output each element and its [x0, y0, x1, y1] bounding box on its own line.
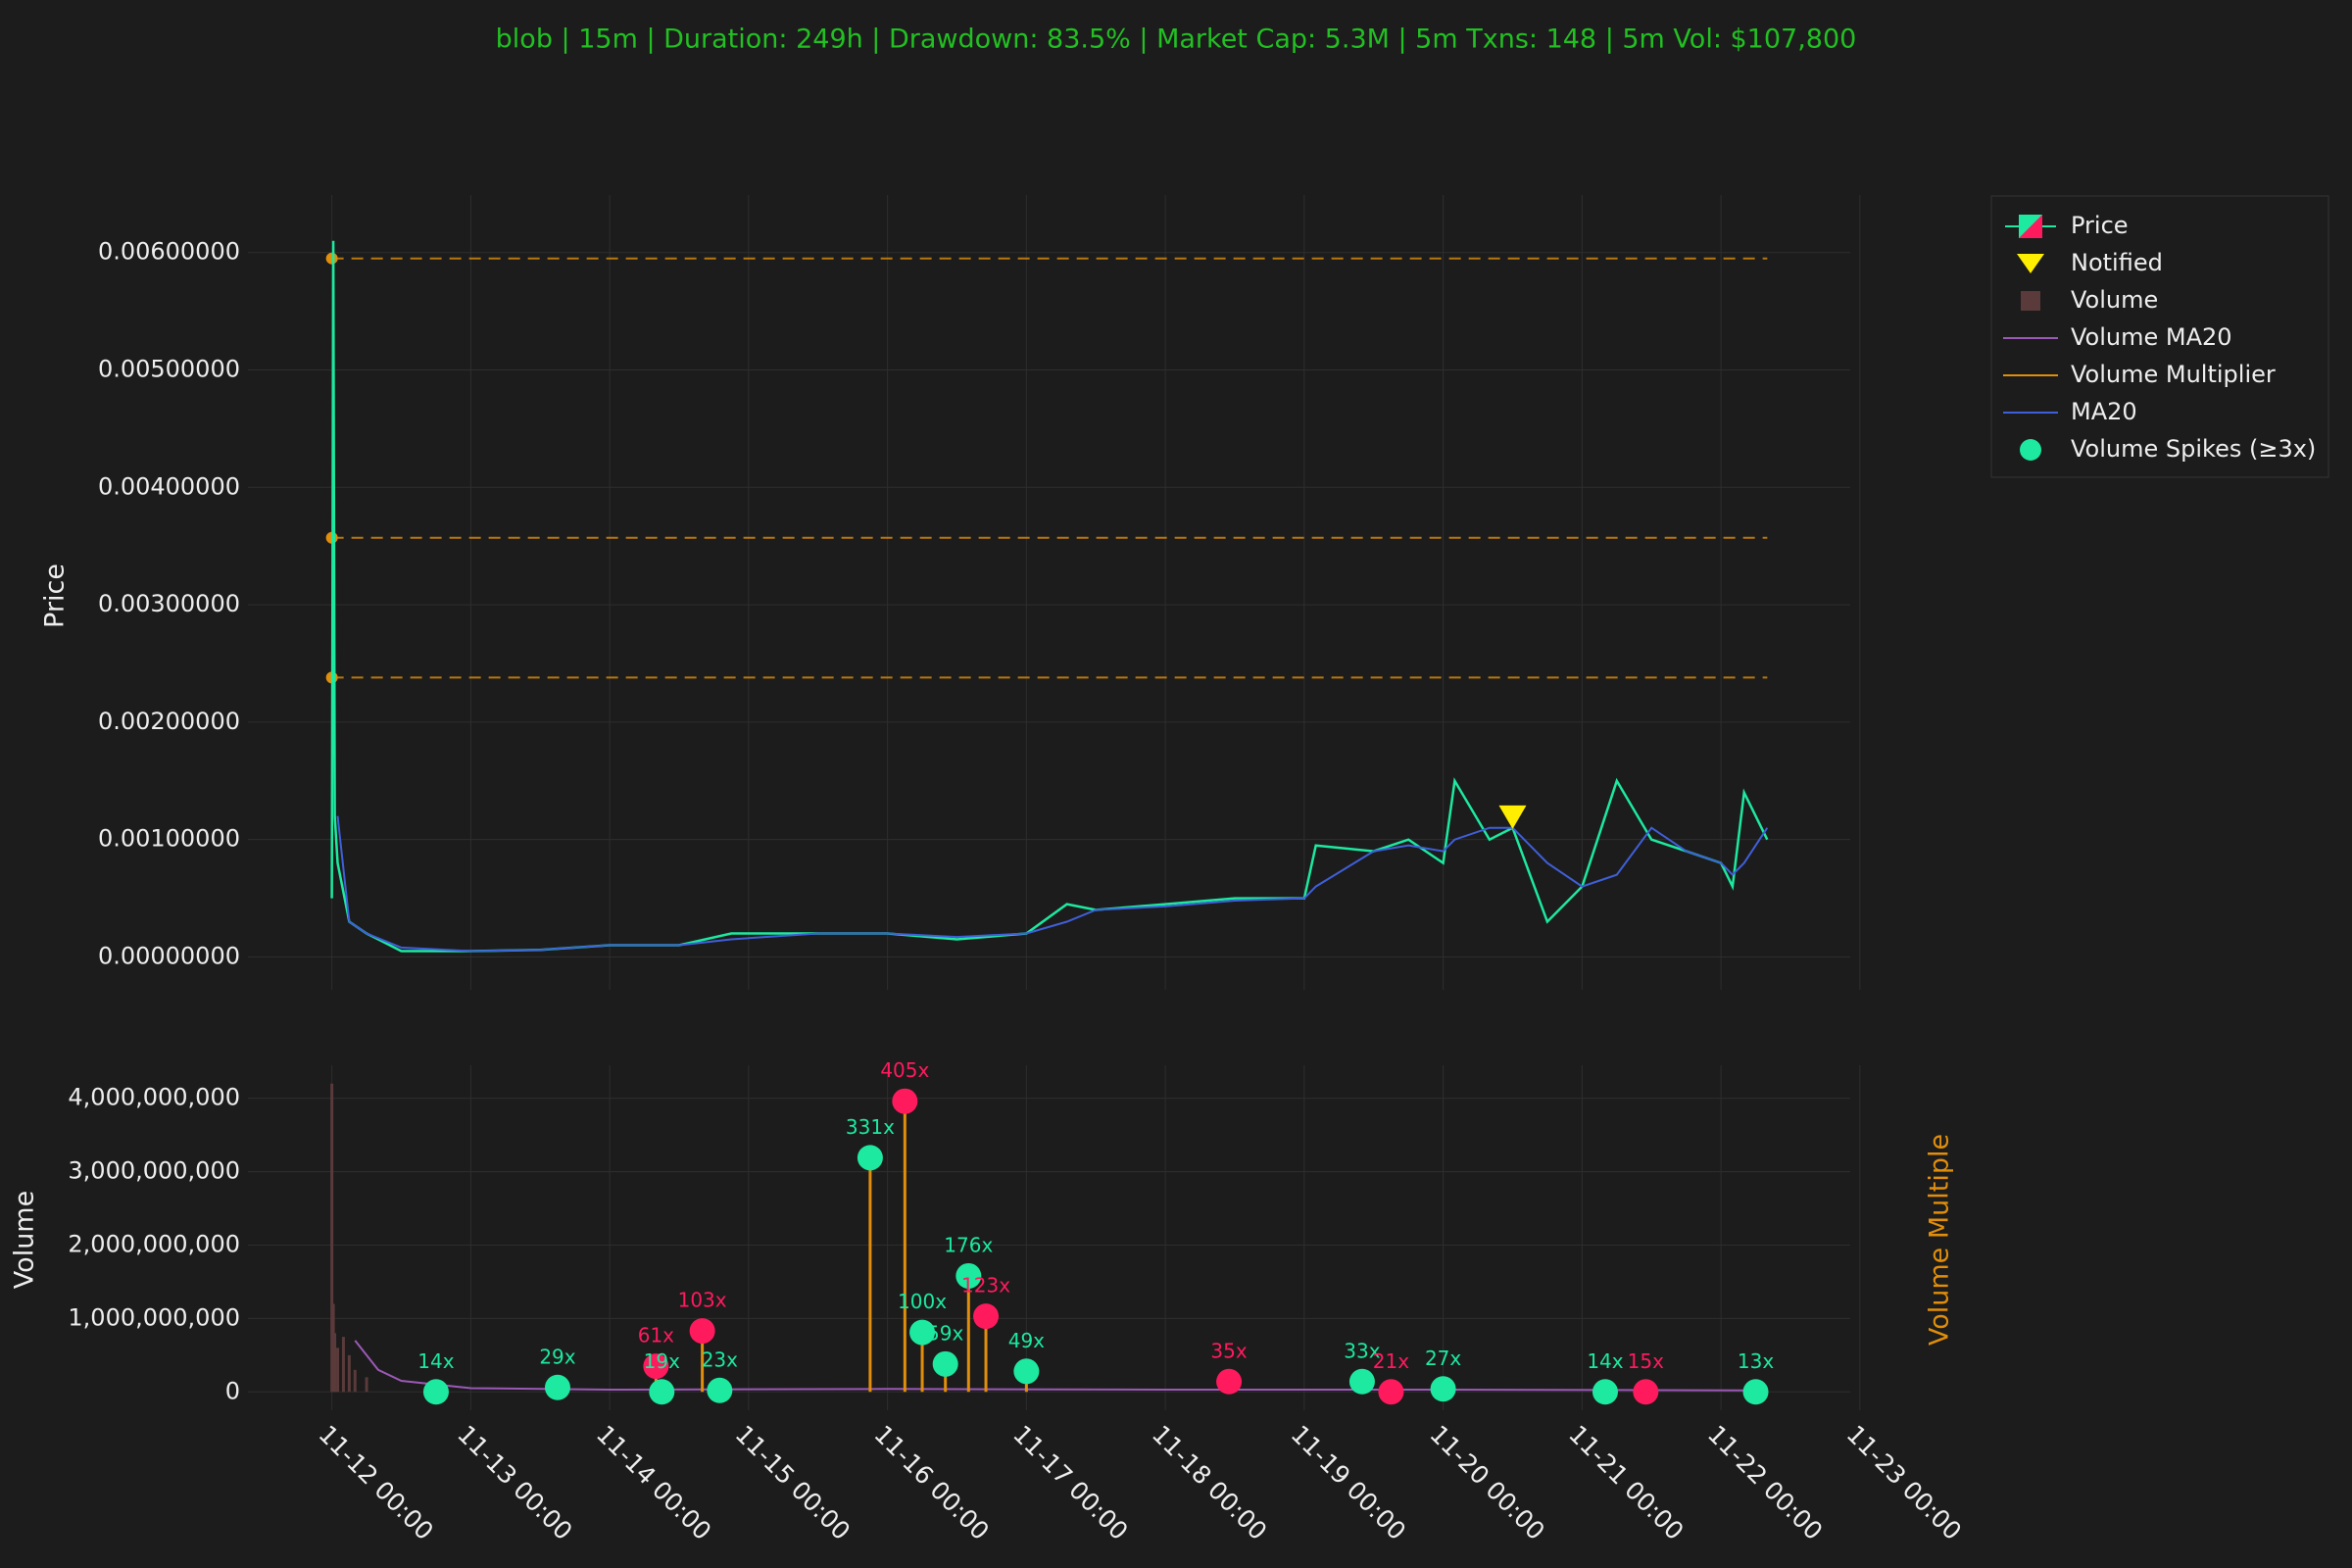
spike-dot: [909, 1319, 936, 1346]
spike-label: 59x: [927, 1321, 963, 1345]
volume-bar: [341, 1337, 345, 1393]
spike-label: 14x: [1587, 1349, 1623, 1373]
legend-swatch: [2017, 254, 2044, 273]
volume-bar: [330, 1083, 334, 1393]
y-axis-label: Price: [40, 564, 71, 628]
spike-dot: [932, 1350, 958, 1377]
y-tick-label: 1,000,000,000: [68, 1303, 240, 1331]
spike-dot: [544, 1374, 570, 1400]
y2-axis-label: Volume Multiple: [1925, 1134, 1955, 1346]
y-axis-label: Volume: [10, 1191, 40, 1289]
spike-label: 23x: [702, 1348, 738, 1371]
spike-label: 405x: [880, 1058, 929, 1082]
spike-dot: [1013, 1358, 1040, 1385]
spike-label: 49x: [1008, 1329, 1045, 1352]
y-tick-label: 3,000,000,000: [68, 1157, 240, 1185]
y-tick-label: 0.00000000: [98, 942, 240, 969]
spike-dot: [422, 1379, 449, 1405]
legend-label: Volume Multiplier: [2071, 361, 2276, 388]
legend-label: Notified: [2071, 249, 2163, 276]
spike-label: 19x: [644, 1349, 680, 1373]
spike-dot: [643, 1353, 669, 1380]
spike-label: 15x: [1628, 1349, 1664, 1373]
spike-dot: [956, 1262, 982, 1289]
spike-dot: [1216, 1368, 1243, 1395]
spike-dot: [1348, 1368, 1375, 1395]
legend-label: Price: [2071, 212, 2129, 239]
volume-bar: [347, 1354, 351, 1393]
spike-label: 61x: [638, 1324, 674, 1348]
spike-dot: [649, 1379, 675, 1405]
y-tick-label: 0.00300000: [98, 590, 240, 617]
spike-label: 176x: [944, 1233, 993, 1256]
legend-box: [1990, 195, 2329, 478]
spike-dot: [1592, 1379, 1618, 1405]
legend-swatch: [2019, 215, 2042, 238]
legend-label: Volume MA20: [2071, 323, 2232, 351]
level-dot: [325, 252, 338, 265]
spike-label: 331x: [846, 1115, 895, 1139]
legend-label: Volume Spikes (≥3x): [2071, 435, 2316, 463]
spike-label: 103x: [678, 1289, 727, 1312]
spike-label: 21x: [1373, 1349, 1409, 1373]
y-tick-label: 0.00200000: [98, 708, 240, 735]
spike-label: 29x: [539, 1345, 575, 1368]
volume-bar: [365, 1377, 368, 1393]
spike-dot: [1430, 1376, 1456, 1402]
spike-label: 14x: [417, 1349, 454, 1373]
ma-line: [336, 815, 1769, 953]
legend-swatch: [2020, 439, 2041, 461]
y-tick-label: 0.00600000: [98, 238, 240, 266]
volume-ma-line: [354, 1340, 1768, 1392]
notified-marker: [1498, 805, 1527, 829]
spike-label: 35x: [1210, 1339, 1247, 1362]
spike-dot: [689, 1318, 715, 1345]
spike-dot: [1633, 1379, 1659, 1405]
legend-label: Volume: [2071, 286, 2158, 314]
y-tick-label: 0.00500000: [98, 355, 240, 382]
spike-label: 13x: [1738, 1349, 1774, 1373]
spike-dot: [973, 1303, 1000, 1330]
spike-label: 123x: [961, 1274, 1010, 1298]
volume-bar: [336, 1348, 340, 1393]
legend-label: MA20: [2071, 398, 2137, 425]
spike-label: 33x: [1344, 1339, 1380, 1362]
spike-label: 27x: [1425, 1347, 1461, 1370]
volume-bar: [333, 1333, 337, 1393]
y-tick-label: 4,000,000,000: [68, 1084, 240, 1111]
spike-dot: [892, 1088, 918, 1114]
spike-label: 100x: [898, 1290, 947, 1313]
y-tick-label: 0.00100000: [98, 825, 240, 853]
y-tick-label: 0: [225, 1377, 240, 1404]
spike-dot: [857, 1145, 883, 1171]
spike-dot: [1742, 1379, 1769, 1405]
spike-dot: [707, 1377, 733, 1403]
y-tick-label: 2,000,000,000: [68, 1230, 240, 1257]
chart-title: blob | 15m | Duration: 249h | Drawdown: …: [496, 24, 1857, 55]
volume-bar: [353, 1369, 357, 1393]
legend-swatch: [2021, 291, 2040, 311]
y-tick-label: 0.00400000: [98, 472, 240, 500]
price-line: [330, 240, 1769, 953]
spike-dot: [1378, 1379, 1404, 1405]
